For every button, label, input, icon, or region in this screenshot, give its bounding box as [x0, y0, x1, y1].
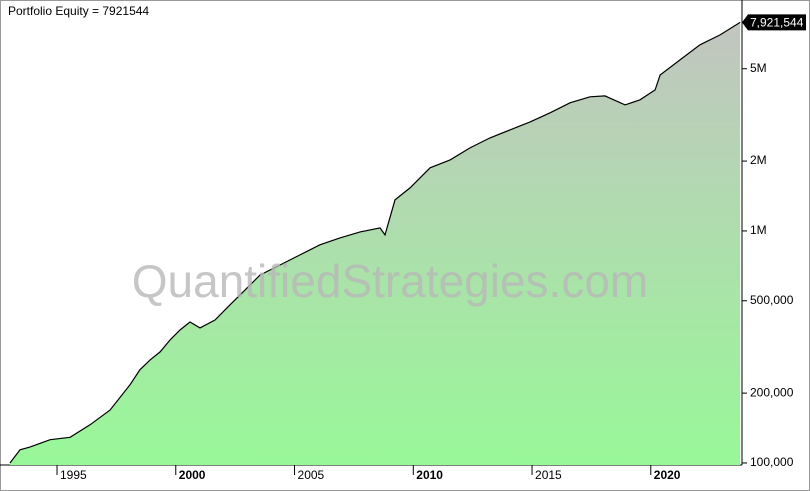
y-tick-label: 100,000 [750, 455, 794, 469]
chart-title: Portfolio Equity = 7921544 [8, 4, 149, 18]
watermark: QuantifiedStrategies.com [132, 255, 649, 307]
x-tick-label: 1995 [60, 468, 87, 482]
y-tick-label: 5M [750, 61, 767, 75]
y-tick-label: 1M [750, 223, 767, 237]
x-tick-label: 2010 [416, 468, 443, 482]
y-tick-label: 500,000 [750, 293, 794, 307]
y-tick-label: 200,000 [750, 385, 794, 399]
equity-area [10, 22, 741, 466]
equity-line [9, 21, 741, 464]
x-tick-label: 2005 [298, 468, 325, 482]
last-value-tag: 7,921,544 [742, 14, 806, 31]
x-tick-label: 2015 [535, 468, 562, 482]
last-value-label: 7,921,544 [750, 16, 804, 30]
x-tick-label: 2000 [179, 468, 206, 482]
y-tick-label: 2M [750, 153, 767, 167]
x-tick-label: 2020 [654, 468, 681, 482]
last-value-bg [742, 14, 806, 31]
